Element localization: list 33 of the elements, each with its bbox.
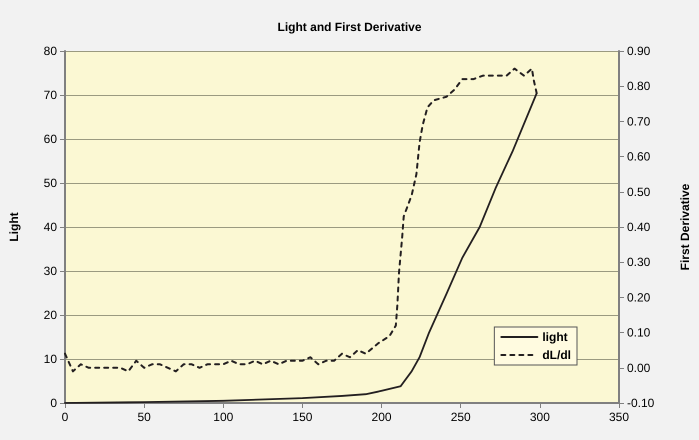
y-tick-label: 50: [44, 176, 58, 190]
y2-tick-label: 0.20: [627, 290, 651, 304]
x-tick-label: 150: [292, 410, 313, 424]
y2-tick-label: 0.00: [627, 360, 651, 375]
x-tick-label: 50: [137, 410, 152, 424]
y2-tick-label: -0.10: [627, 396, 655, 410]
x-tick-label: 250: [450, 410, 472, 424]
y-tick-label: 40: [44, 220, 58, 234]
x-tick-label: 350: [608, 410, 630, 424]
y2-tick-label: 0.50: [627, 184, 651, 199]
y-tick-label: 70: [44, 88, 58, 102]
y-axis-title: Light: [7, 212, 21, 242]
y2-tick-label: 0.30: [627, 255, 651, 270]
x-tick-label: 0: [62, 410, 69, 424]
y-tick-label: 60: [44, 132, 58, 146]
y2-axis-title: First Derivative: [678, 183, 692, 270]
y2-tick-label: 0.40: [627, 220, 651, 234]
chart-title: Light and First Derivative: [277, 20, 422, 34]
y-tick-label: 10: [44, 352, 58, 366]
y-tick-label: 20: [44, 308, 58, 322]
y-tick-label: 0: [50, 396, 58, 410]
y2-tick-label: 0.80: [627, 79, 651, 94]
x-tick-label: 300: [530, 410, 550, 424]
y2-tick-label: 0.60: [627, 150, 651, 164]
y-tick-label: 80: [44, 44, 58, 58]
y2-tick-label: 0.10: [627, 326, 651, 340]
legend-label: dL/dl: [542, 348, 572, 362]
legend-label: light: [542, 330, 568, 344]
y2-tick-label: 0.90: [627, 44, 651, 58]
y-tick-label: 30: [44, 264, 58, 278]
x-tick-label: 100: [213, 410, 234, 424]
y2-tick-label: 0.70: [627, 114, 651, 128]
x-tick-label: 200: [372, 410, 392, 424]
